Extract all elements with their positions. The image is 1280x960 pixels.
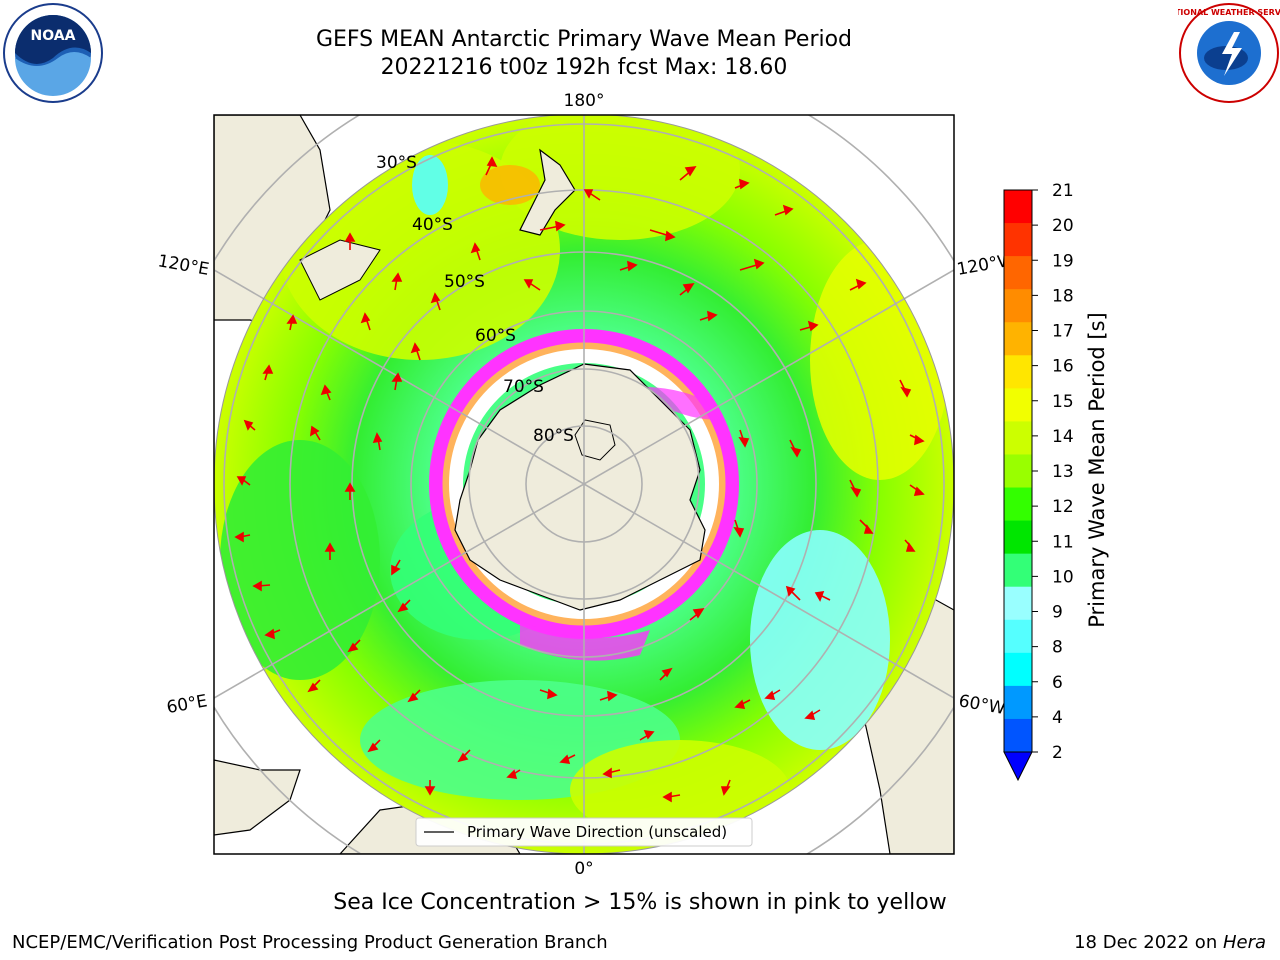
colorbar-segment: [1004, 421, 1032, 455]
tasmania-land: [299, 239, 381, 301]
colorbar-segment: [1004, 685, 1032, 720]
colorbar-tick-label: 11: [1052, 532, 1074, 552]
colorbar-tick-label: 13: [1052, 462, 1074, 482]
latitude-labels: 30°S 40°S 50°S 60°S 70°S 80°S: [376, 153, 574, 446]
colorbar-tick-label: 15: [1052, 392, 1074, 412]
lat-label-80s: 80°S: [533, 426, 574, 446]
chart-subtitle: 20221216 t00z 192h fcst Max: 18.60: [380, 55, 788, 80]
lon-label-0: 0°: [574, 859, 593, 879]
lon-label-60w: 60°W: [957, 691, 1007, 719]
colorbar-tick-label: 17: [1052, 322, 1074, 342]
map-legend: Primary Wave Direction (unscaled): [415, 817, 753, 847]
colorbar-segment: [1004, 553, 1032, 588]
colorbar-segment: [1004, 256, 1032, 290]
lat-label-60s: 60°S: [475, 326, 516, 346]
colorbar-segment: [1004, 322, 1032, 356]
legend-label: Primary Wave Direction (unscaled): [467, 823, 727, 841]
colorbar-tick-label: 8: [1052, 638, 1063, 658]
colorbar: 21 20 19 18 17 16 15 14 13 12 11 10 9 8 6 4 2: [1003, 181, 1074, 782]
colorbar-segment: [1004, 487, 1032, 522]
colorbar-tick-label: 2: [1052, 743, 1063, 763]
colorbar-tick-label: 6: [1052, 673, 1063, 693]
map-frame: [213, 114, 955, 855]
map-panel: 30°S 40°S 50°S 60°S 70°S 80°S Primary Wa…: [214, 115, 954, 854]
graticule: [214, 115, 954, 854]
colorbar-label: Primary Wave Mean Period [s]: [1085, 312, 1109, 628]
lon-label-60e: 60°E: [165, 691, 209, 718]
colorbar-segment: [1004, 289, 1032, 323]
lon-label-120e: 120°E: [156, 251, 210, 280]
lat-label-40s: 40°S: [412, 215, 453, 235]
colorbar-tick-label: 19: [1052, 251, 1074, 271]
colorbar-tick-label: 10: [1052, 567, 1074, 587]
colorbar-tick-label: 21: [1052, 181, 1074, 201]
lat-label-70s: 70°S: [503, 377, 544, 397]
nws-logo: NATIONAL WEATHER SERVICE: [1178, 3, 1280, 103]
colorbar-tick-label: 14: [1052, 427, 1074, 447]
colorbar-segment: [1004, 355, 1032, 389]
colorbar-segment: [1004, 190, 1032, 224]
colorbar-segment: [1004, 520, 1032, 555]
footer-credit: NCEP/EMC/Verification Post Processing Pr…: [12, 932, 608, 953]
noaa-logo: NOAA: [3, 3, 103, 103]
chart-title: GEFS MEAN Antarctic Primary Wave Mean Pe…: [315, 27, 853, 52]
colorbar-segment: [1004, 586, 1032, 621]
lat-label-30s: 30°S: [376, 153, 417, 173]
colorbar-segment: [1004, 619, 1032, 654]
colorbar-tick-label: 12: [1052, 497, 1074, 517]
colorbar-tick-label: 20: [1052, 216, 1074, 236]
colorbar-segment: [1004, 652, 1032, 687]
colorbar-tick-label: 9: [1052, 603, 1063, 623]
sea-ice-note: Sea Ice Concentration > 15% is shown in …: [333, 890, 947, 915]
colorbar-segment: [1004, 718, 1032, 753]
nws-logo-text: NATIONAL WEATHER SERVICE: [1178, 8, 1280, 17]
colorbar-tick-label: 4: [1052, 708, 1063, 728]
colorbar-tick-label: 16: [1052, 357, 1074, 377]
lon-label-180: 180°: [564, 91, 605, 111]
lat-label-50s: 50°S: [444, 272, 485, 292]
colorbar-tick-label: 18: [1052, 286, 1074, 306]
colorbar-segment: [1004, 223, 1032, 257]
noaa-logo-text: NOAA: [31, 28, 76, 44]
wave-direction-arrows: [234, 156, 925, 803]
colorbar-segment: [1004, 454, 1032, 489]
footer-date: 18 Dec 2022 on Hera: [1074, 932, 1266, 953]
colorbar-extend-triangle: [1003, 751, 1033, 782]
footer-date-text: 18 Dec 2022 on: [1074, 932, 1223, 953]
footer-machine: Hera: [1222, 932, 1266, 953]
colorbar-segment: [1004, 388, 1032, 422]
